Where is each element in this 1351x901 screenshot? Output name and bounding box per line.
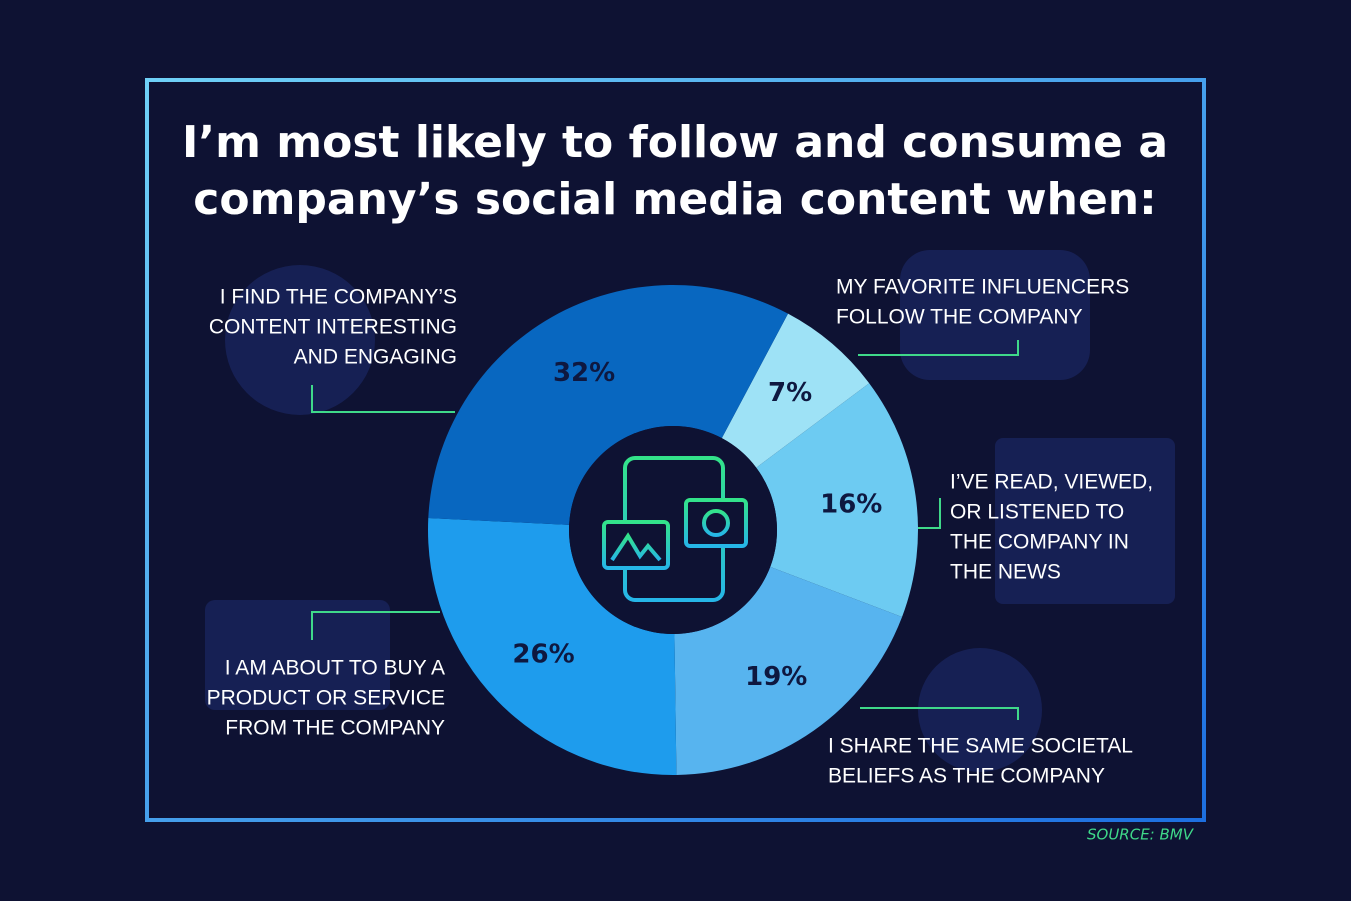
category-label: AND ENGAGING [294, 346, 457, 369]
background-icons [205, 250, 1175, 772]
connector [311, 611, 440, 640]
connector [860, 707, 1019, 720]
connector [918, 498, 941, 529]
category-label: FOLLOW THE COMPANY [836, 306, 1083, 329]
center-icon [602, 456, 748, 602]
source: SOURCE: BMV [1087, 826, 1195, 844]
value-label: 7% [768, 378, 812, 408]
donut-segment [721, 313, 870, 468]
category-label: PRODUCT OR SERVICE [207, 687, 445, 710]
connector [311, 385, 455, 413]
value-label: 32% [553, 358, 615, 388]
category-label: I AM ABOUT TO BUY A [225, 657, 445, 680]
category-label: I FIND THE COMPANY’S [220, 286, 457, 309]
category-label: THE COMPANY IN [950, 531, 1129, 554]
category-label: I’VE READ, VIEWED, [950, 471, 1153, 494]
donut-segment [674, 566, 903, 775]
category-label: MY FAVORITE INFLUENCERS [836, 276, 1129, 299]
value-label: 26% [512, 640, 574, 670]
connector [858, 340, 1019, 356]
frame [145, 78, 1206, 822]
donut-segment [428, 284, 789, 525]
donut-segment [427, 518, 677, 775]
category-label: OR LISTENED TO [950, 501, 1124, 524]
donut-chart: 7% 16% 19% 26% 32% [427, 284, 918, 775]
category-label: BELIEFS AS THE COMPANY [828, 765, 1105, 788]
donut-segment [756, 383, 918, 618]
category-label: CONTENT INTERESTING [209, 316, 457, 339]
value-label: 16% [820, 489, 882, 519]
category-label: I SHARE THE SAME SOCIETAL [828, 735, 1133, 758]
title-line: company’s social media content when: [193, 174, 1156, 225]
category-label: FROM THE COMPANY [225, 717, 445, 740]
category-label: THE NEWS [950, 561, 1061, 584]
value-label: 19% [745, 662, 807, 692]
title-line: I’m most likely to follow and consume a [182, 117, 1168, 168]
